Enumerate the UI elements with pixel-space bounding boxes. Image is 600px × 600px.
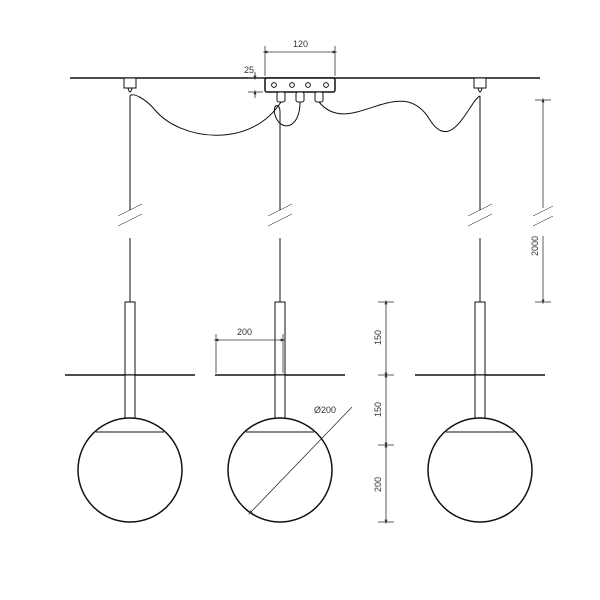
dim-canopy-width: 120	[265, 39, 335, 76]
ceiling-hook-left	[124, 78, 136, 92]
dim-disc-200: 200	[216, 327, 283, 373]
dim-label-canopy-width: 120	[293, 39, 308, 49]
dim-label-disc-200: 200	[237, 327, 252, 337]
pendant-1	[65, 96, 195, 522]
dim-label-sphere-diameter: Ø200	[314, 405, 336, 415]
dim-label-canopy-height: 25	[244, 65, 254, 75]
pendant-2	[215, 112, 345, 522]
dim-label-stack-2: 200	[373, 477, 383, 492]
ceiling-hook-right	[474, 78, 486, 92]
dim-stack: 150 150 200	[373, 302, 394, 522]
pendants	[65, 96, 545, 522]
dim-cable-2000: 2000	[530, 100, 553, 302]
dim-label-stack-1: 150	[373, 402, 383, 417]
dim-label-cable-2000: 2000	[530, 236, 540, 256]
dim-canopy-height: 25	[244, 65, 263, 98]
cords	[130, 95, 480, 135]
pendant-3	[415, 96, 545, 522]
pendant-lamp-technical-drawing: 120 25	[0, 0, 600, 600]
ceiling-canopy	[265, 78, 335, 102]
dim-label-stack-0: 150	[373, 330, 383, 345]
